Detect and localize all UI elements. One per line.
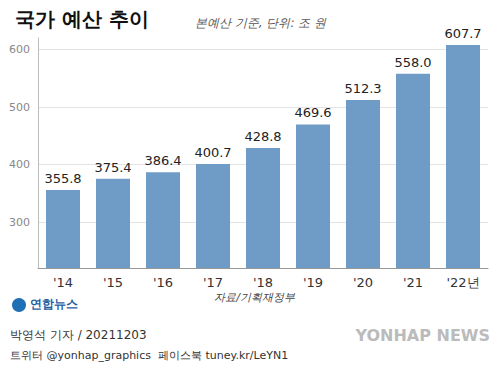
svg-text:300: 300 xyxy=(9,216,30,229)
svg-text:607.7: 607.7 xyxy=(444,26,481,41)
svg-text:YONHAP NEWS: YONHAP NEWS xyxy=(354,326,490,345)
svg-text:428.8: 428.8 xyxy=(244,129,281,144)
svg-text:558.0: 558.0 xyxy=(394,55,431,70)
svg-text:트위터 @yonhap_graphics 페이스북 tun: 트위터 @yonhap_graphics 페이스북 tuney.kr/LeYN1 xyxy=(10,349,288,362)
svg-text:'15: '15 xyxy=(103,275,123,290)
svg-text:'17: '17 xyxy=(203,275,223,290)
svg-text:600: 600 xyxy=(9,43,30,56)
svg-text:500: 500 xyxy=(9,101,30,114)
svg-text:박영석 기자 / 20211203: 박영석 기자 / 20211203 xyxy=(10,328,147,342)
svg-text:355.8: 355.8 xyxy=(44,171,81,186)
svg-text:'22년: '22년 xyxy=(446,275,479,290)
svg-text:469.6: 469.6 xyxy=(294,105,331,120)
svg-text:'20: '20 xyxy=(353,275,373,290)
svg-text:400.7: 400.7 xyxy=(194,145,231,160)
svg-text:'21: '21 xyxy=(403,275,423,290)
svg-text:'14: '14 xyxy=(53,275,73,290)
svg-text:512.3: 512.3 xyxy=(344,81,381,96)
svg-text:연합뉴스: 연합뉴스 xyxy=(30,297,78,311)
svg-text:386.4: 386.4 xyxy=(144,153,181,168)
svg-text:'16: '16 xyxy=(153,275,173,290)
svg-text:'18: '18 xyxy=(253,275,273,290)
svg-text:'19: '19 xyxy=(303,275,323,290)
svg-text:국가 예산 추이: 국가 예산 추이 xyxy=(15,7,149,31)
svg-text:본예산 기준, 단위: 조 원: 본예산 기준, 단위: 조 원 xyxy=(195,16,327,30)
svg-text:자료/기획재정부: 자료/기획재정부 xyxy=(214,291,296,304)
svg-text:400: 400 xyxy=(9,158,30,171)
svg-text:375.4: 375.4 xyxy=(94,160,131,175)
